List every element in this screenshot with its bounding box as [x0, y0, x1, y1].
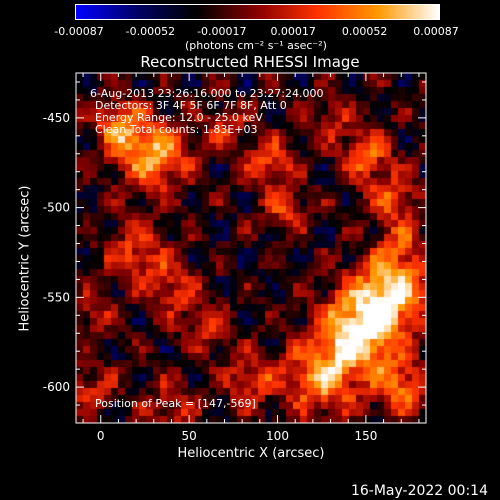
- colorbar-tick-label: 0.00052: [341, 25, 388, 38]
- detectors-annotation: Detectors: 3F 4F 5F 6F 7F 8F, Att 0: [95, 99, 287, 112]
- colorbar-tick-label: 0.00087: [413, 25, 459, 38]
- y-axis-label: Heliocentric Y (arcsec): [17, 185, 33, 332]
- x-tick-label: 100: [266, 429, 289, 443]
- y-tick-label: -600: [43, 380, 70, 394]
- energy-annotation: Energy Range: 12.0 - 25.0 keV: [95, 111, 263, 124]
- colorbar: [75, 4, 440, 20]
- x-tick-label: 0: [97, 429, 105, 443]
- peak-position-annotation: Position of Peak = [147,-569]: [95, 397, 256, 410]
- colorbar-tick-label: -0.00087: [54, 25, 104, 38]
- colorbar-unit-label: (photons cm⁻² s⁻¹ asec⁻²): [185, 39, 327, 52]
- time-range-annotation: 6-Aug-2013 23:26:16.000 to 23:27:24.000: [90, 87, 324, 100]
- y-tick-label: -550: [43, 290, 70, 304]
- render-date: 16-May-2022 00:14: [350, 483, 488, 499]
- colorbar-tick-label: 0.00017: [270, 25, 316, 38]
- y-tick-label: -450: [43, 111, 70, 125]
- x-axis-label: Heliocentric X (arcsec): [177, 446, 325, 461]
- y-tick-label: -500: [43, 201, 70, 215]
- x-tick-label: 150: [354, 429, 377, 443]
- colorbar-tick-label: -0.00052: [125, 25, 176, 38]
- counts-annotation: Clean Total counts: 1.83E+03: [95, 123, 258, 136]
- heatmap-image: [76, 73, 426, 423]
- colorbar-tick-label: -0.00017: [197, 25, 247, 38]
- plot-frame: [75, 72, 427, 424]
- x-tick-label: 50: [181, 429, 196, 443]
- chart-title: Reconstructed RHESSI Image: [140, 53, 360, 71]
